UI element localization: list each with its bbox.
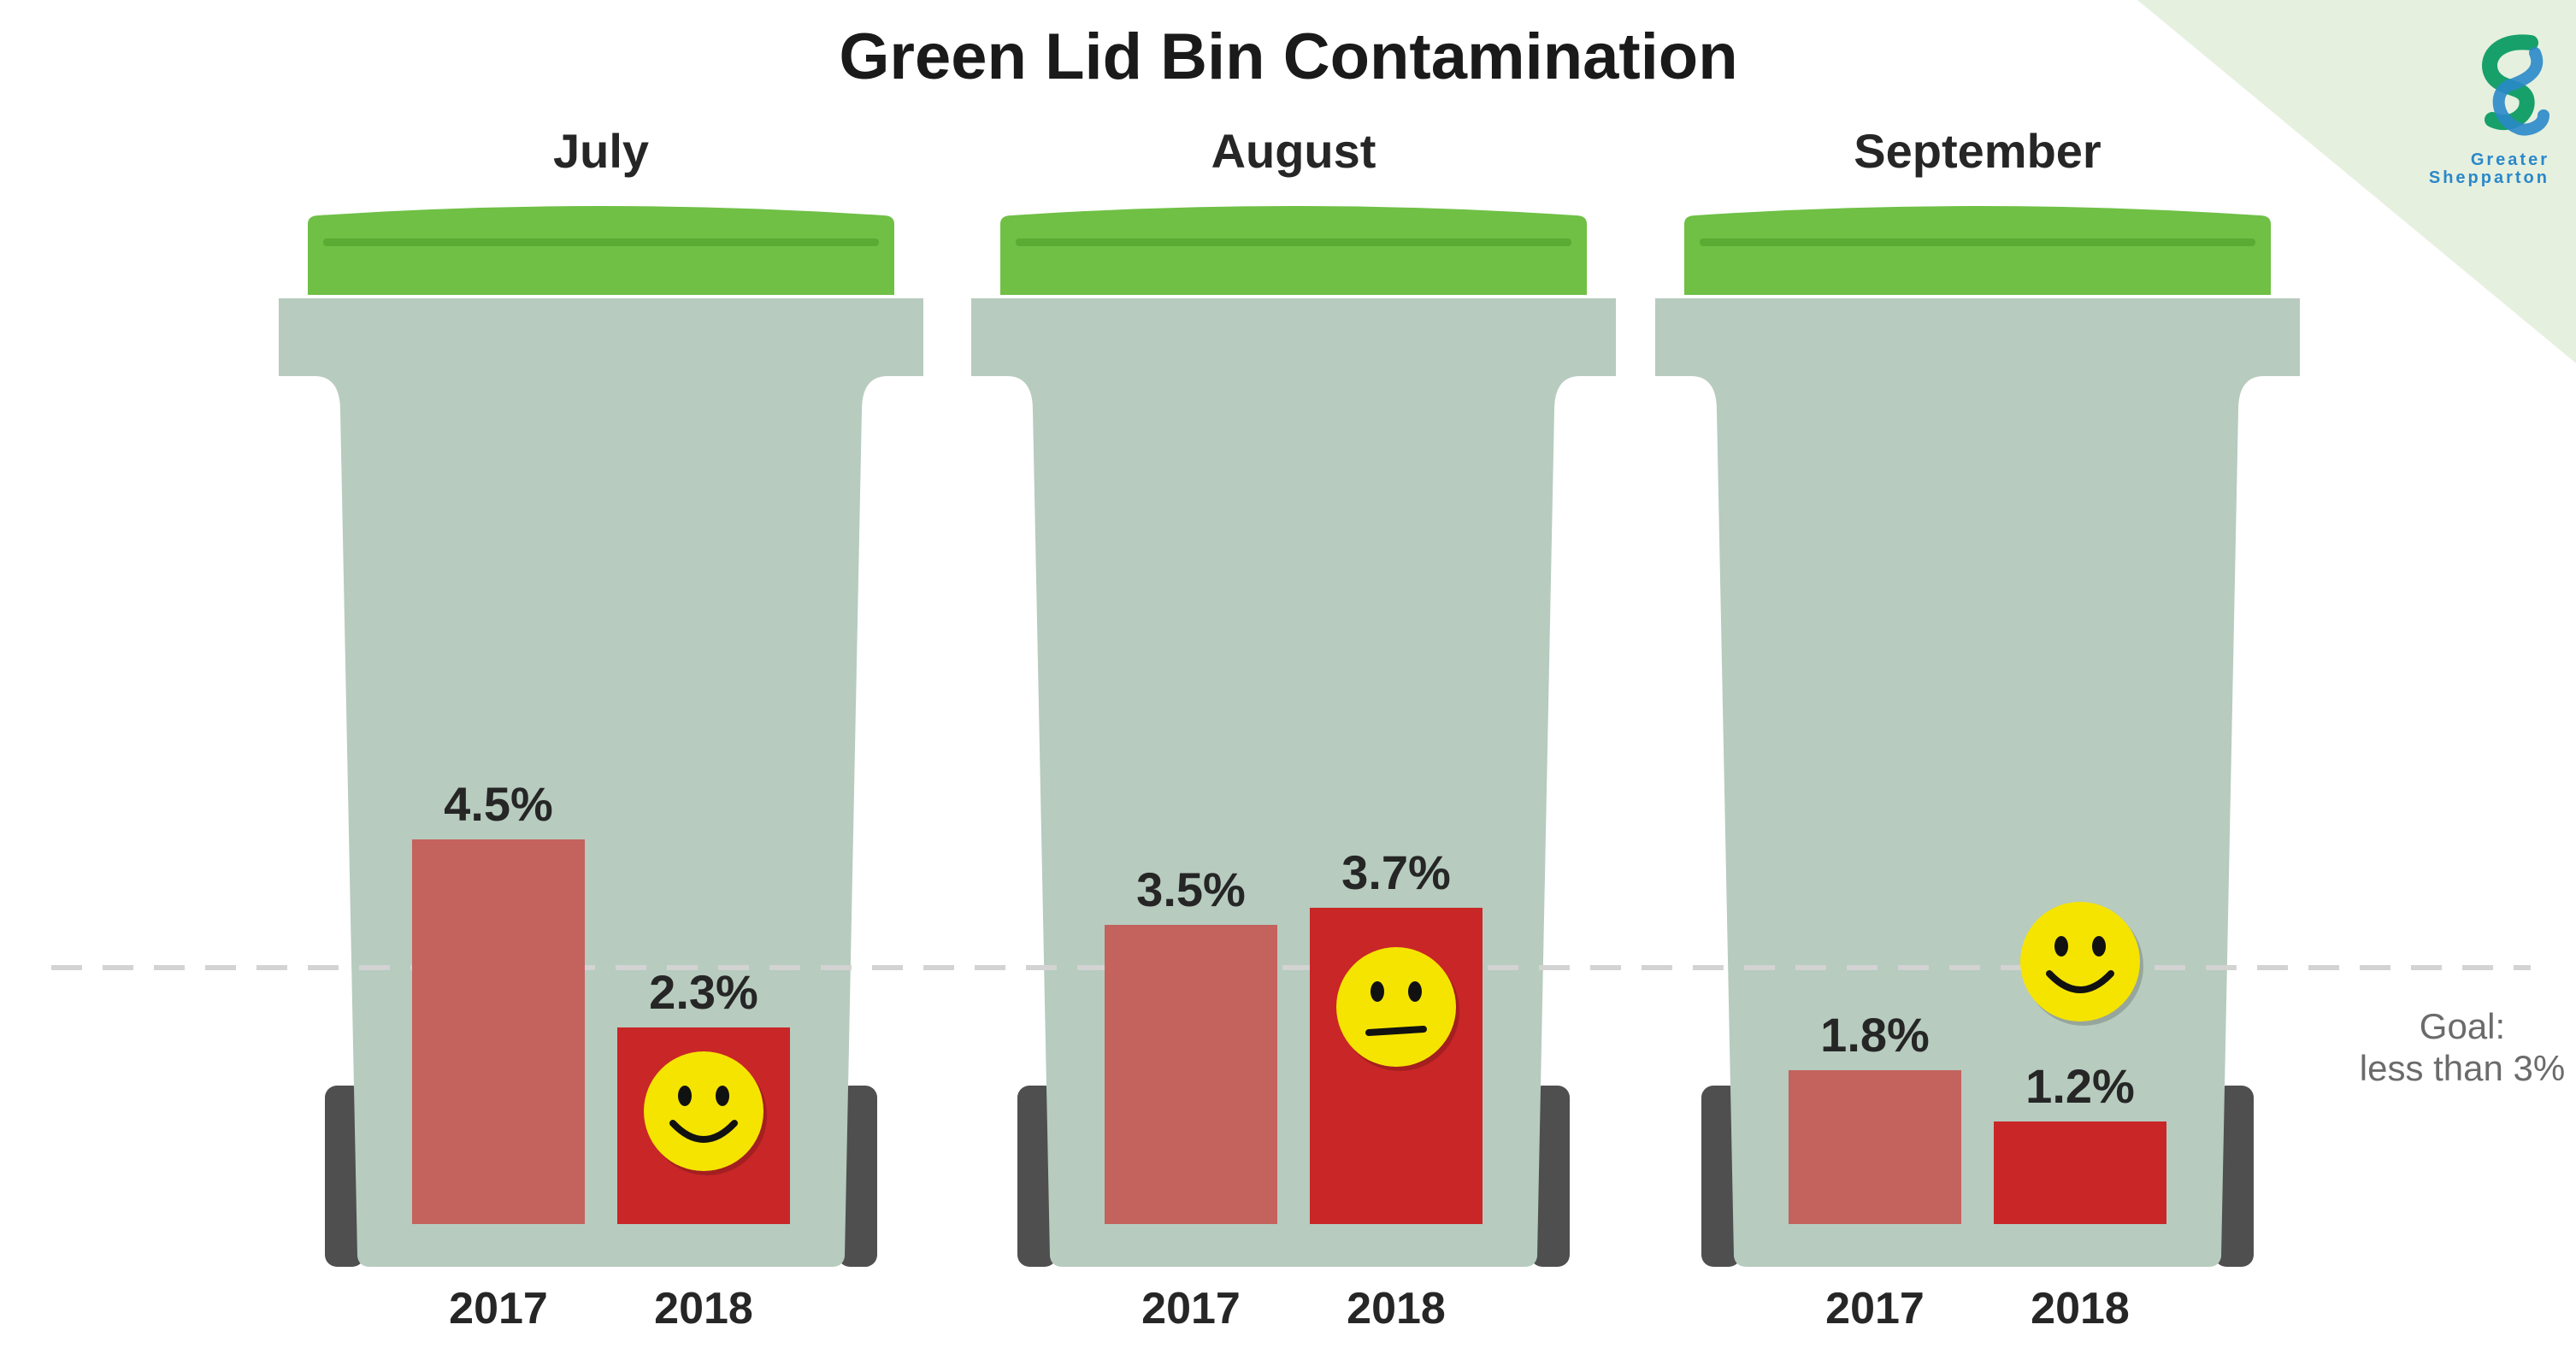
wheel-left <box>1017 1086 1057 1267</box>
wheel-left <box>325 1086 364 1267</box>
happy-face-icon-2 <box>2020 902 2143 1026</box>
bin-lid <box>1000 206 1587 295</box>
bin-body <box>279 298 923 1267</box>
bin-lid <box>308 206 894 295</box>
value-label-2018-august: 3.7% <box>1341 845 1451 899</box>
lid-ridge <box>323 238 879 246</box>
logo-line-2: Shepparton <box>2429 168 2549 187</box>
bars-layer: July 4.5% 2017 2.3% 2018 August 3.5% 2017 3.7% 20… <box>412 124 2166 1333</box>
chart-title: Green Lid Bin Contamination <box>839 21 1737 93</box>
logo-line-1: Greater <box>2471 150 2549 169</box>
happy-face-icon-0 <box>644 1051 767 1175</box>
corner-decoration <box>2137 0 2576 363</box>
year-label-2017-august: 2017 <box>1141 1284 1241 1333</box>
bin-september <box>1655 206 2300 1267</box>
wheel-right <box>838 1086 877 1267</box>
neutral-face-icon-1 <box>1336 947 1459 1071</box>
goal-label-line-2: less than 3% <box>2360 1048 2565 1088</box>
wheel-right <box>2214 1086 2254 1267</box>
value-label-2018-september: 1.2% <box>2025 1059 2135 1113</box>
month-label-september: September <box>1854 124 2101 178</box>
bin-august <box>971 206 1616 1267</box>
bin-body <box>971 298 1616 1267</box>
wheel-right <box>1530 1086 1570 1267</box>
bar-2017-august <box>1105 925 1277 1224</box>
year-label-2018-september: 2018 <box>2031 1284 2130 1333</box>
year-label-2017-september: 2017 <box>1825 1284 1925 1333</box>
bin-lid <box>1684 206 2271 295</box>
bar-2017-september <box>1789 1070 1961 1224</box>
bar-2017-july <box>412 839 585 1224</box>
bin-july <box>279 206 923 1267</box>
greater-shepparton-logo: Greater Shepparton <box>2429 34 2549 187</box>
value-label-2017-september: 1.8% <box>1820 1008 1930 1062</box>
goal-label-line-1: Goal: <box>2420 1006 2505 1046</box>
value-label-2017-july: 4.5% <box>444 777 553 831</box>
month-label-july: July <box>553 124 649 178</box>
wheel-left <box>1701 1086 1741 1267</box>
year-label-2017-july: 2017 <box>449 1284 548 1333</box>
value-label-2018-july: 2.3% <box>649 965 758 1019</box>
lid-ridge <box>1016 238 1571 246</box>
lid-ridge <box>1700 238 2255 246</box>
bin-body <box>1655 298 2300 1267</box>
bar-2018-september <box>1994 1121 2166 1224</box>
year-label-2018-july: 2018 <box>654 1284 753 1333</box>
value-label-2017-august: 3.5% <box>1136 862 1246 916</box>
month-label-august: August <box>1211 124 1376 178</box>
year-label-2018-august: 2018 <box>1347 1284 1446 1333</box>
